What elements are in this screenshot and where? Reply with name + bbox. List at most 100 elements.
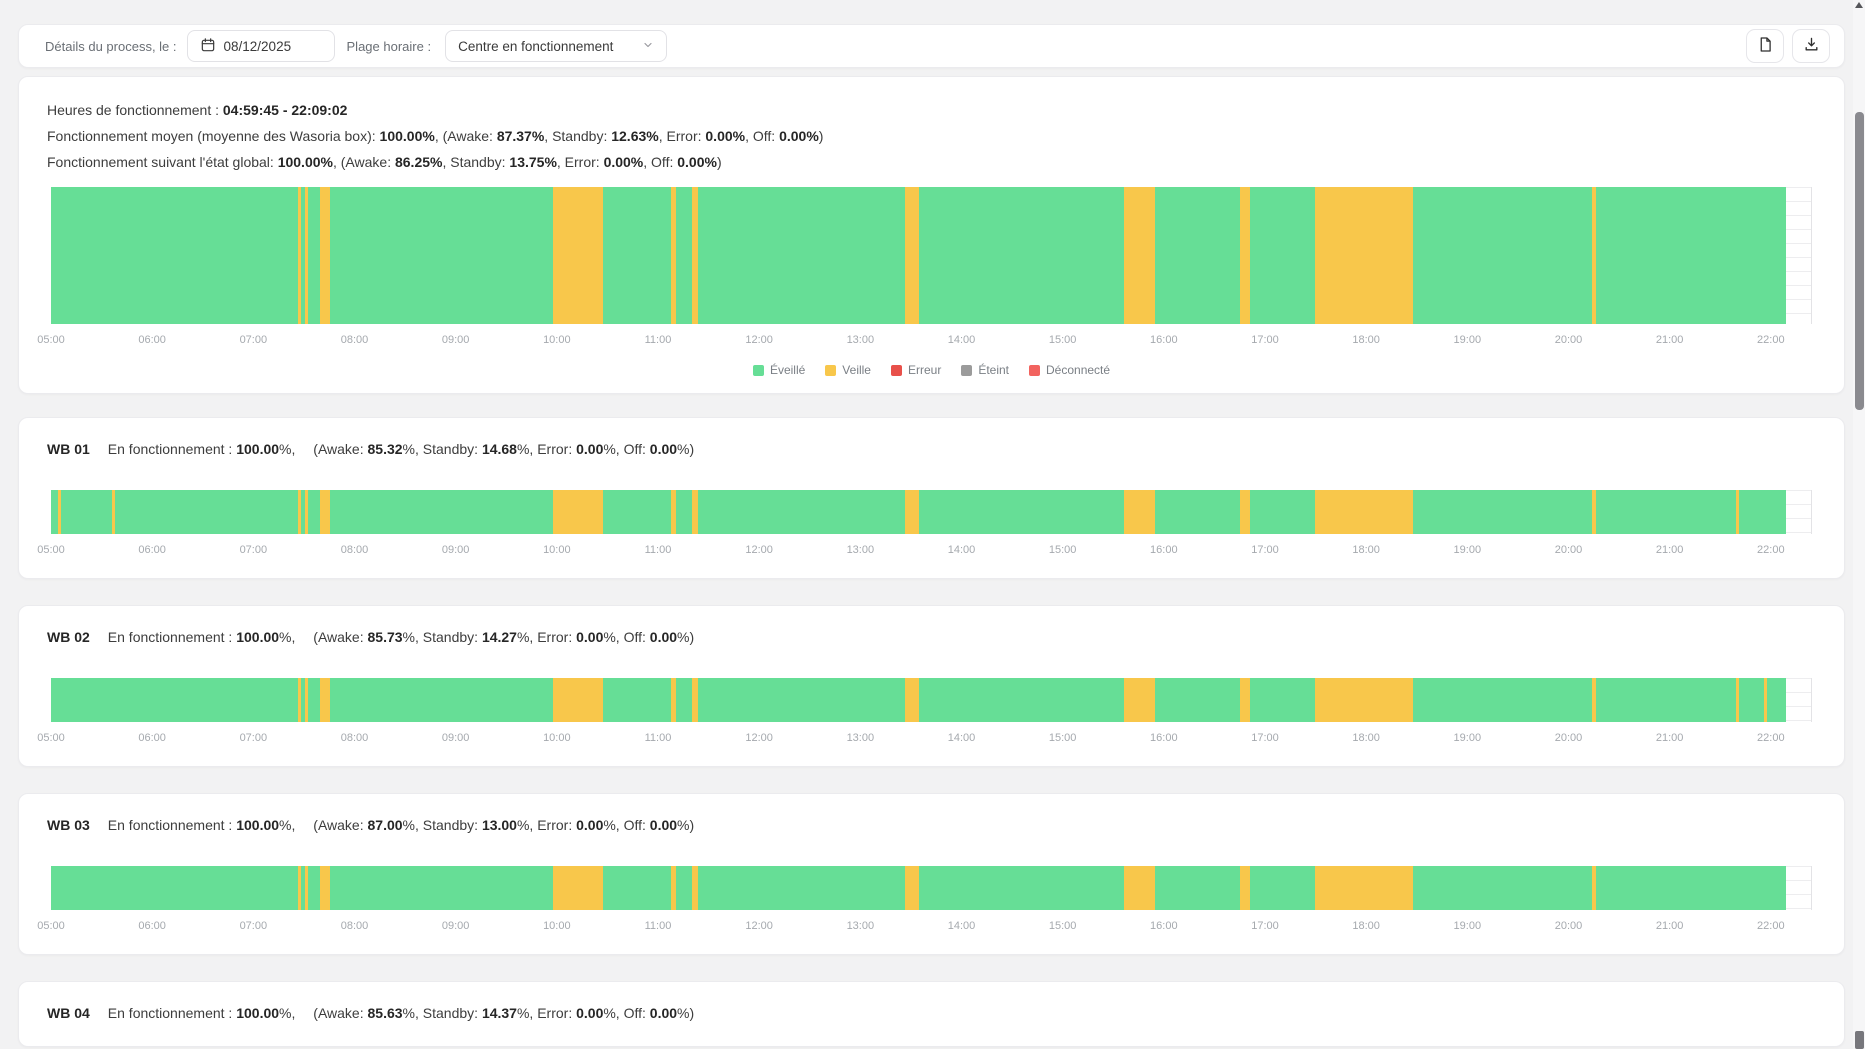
scrollbar-thumb[interactable]	[1855, 112, 1864, 410]
axis-tick-label: 22:00	[1757, 920, 1785, 932]
wb01-stats-line: En fonctionnement : 100.00%, (Awake: 85.…	[107, 441, 695, 457]
axis-tick-label: 18:00	[1352, 920, 1380, 932]
axis-tick-label: 09:00	[441, 920, 470, 932]
axis-tick-label: 10:00	[543, 334, 571, 346]
axis-tick-label: 07:00	[239, 334, 268, 346]
axis-tick-label: 16:00	[1150, 334, 1178, 346]
standby-segment	[58, 490, 62, 534]
axis-tick-label: 20:00	[1554, 544, 1583, 556]
standby-segment	[1736, 490, 1740, 534]
axis-tick-label: 09:00	[441, 544, 470, 556]
axis-tick-label: 15:00	[1048, 544, 1077, 556]
time-range-value: Centre en fonctionnement	[458, 38, 614, 54]
axis-tick-label: 07:00	[239, 544, 268, 556]
axis-tick-label: 13:00	[846, 544, 875, 556]
axis-tick-label: 20:00	[1554, 732, 1583, 744]
axis-tick-label: 14:00	[947, 732, 976, 744]
wb04-stats-line: En fonctionnement : 100.00%, (Awake: 85.…	[107, 1005, 695, 1021]
axis-tick-label: 20:00	[1554, 334, 1583, 346]
global-timeline-chart: 05:00 06:00 07:00 08:00 09:00 10:00 11:00 12:00…	[37, 187, 1812, 349]
axis-tick-label: 12:00	[745, 732, 773, 744]
time-range-select[interactable]: Centre en fonctionnement	[445, 30, 668, 62]
standby-segment	[671, 866, 677, 910]
legend-swatch	[961, 364, 973, 376]
standby-segment	[692, 490, 699, 534]
axis-tick-label: 08:00	[340, 920, 369, 932]
report-button[interactable]	[1746, 29, 1784, 63]
standby-segment	[320, 490, 331, 534]
axis-tick-label: 11:00	[644, 920, 672, 932]
standby-segment	[111, 490, 115, 534]
time-axis: 05:00 06:00 07:00 08:00 09:00 10:00 11:00 12:00…	[37, 728, 1786, 744]
axis-tick-label: 06:00	[138, 334, 166, 346]
legend-swatch	[1029, 364, 1041, 376]
download-button[interactable]	[1792, 29, 1830, 63]
axis-tick-label: 14:00	[947, 334, 976, 346]
standby-segment	[304, 490, 308, 534]
standby-segment	[904, 490, 919, 534]
standby-segment	[1314, 187, 1413, 324]
axis-tick-label: 08:00	[340, 732, 369, 744]
axis-tick-label: 06:00	[138, 732, 166, 744]
standby-segment	[904, 866, 919, 910]
axis-tick-label: 06:00	[138, 544, 166, 556]
axis-tick-label: 12:00	[745, 544, 773, 556]
standby-segment	[1736, 678, 1740, 722]
axis-tick-label: 11:00	[644, 334, 672, 346]
chevron-down-icon	[642, 39, 654, 54]
axis-tick-label: 20:00	[1554, 920, 1583, 932]
axis-tick-label: 05:00	[37, 920, 65, 932]
scrollbar-up-arrow[interactable]	[1855, 2, 1863, 8]
standby-segment	[671, 187, 677, 324]
wb02-panel: WB 02 En fonctionnement : 100.00%, (Awak…	[18, 605, 1845, 767]
axis-tick-label: 19:00	[1453, 544, 1482, 556]
axis-tick-label: 21:00	[1655, 732, 1684, 744]
standby-segment	[904, 678, 919, 722]
legend-item[interactable]: Éveillé	[752, 363, 805, 377]
standby-segment	[1239, 678, 1250, 722]
standby-segment	[1124, 490, 1155, 534]
axis-tick-label: 12:00	[745, 334, 773, 346]
scrollbar-thumb-bottom[interactable]	[1855, 1031, 1864, 1049]
timeline-bar[interactable]	[51, 490, 1786, 534]
timeline-bar[interactable]	[51, 187, 1786, 324]
wb02-stats-line: En fonctionnement : 100.00%, (Awake: 85.…	[107, 629, 695, 645]
standby-segment	[1124, 187, 1155, 324]
axis-tick-label: 09:00	[441, 334, 470, 346]
vertical-scrollbar[interactable]	[1853, 0, 1865, 1049]
timeline-bar[interactable]	[51, 678, 1786, 722]
legend-swatch	[890, 364, 902, 376]
global-summary-panel: Heures de fonctionnement : 04:59:45 - 22…	[18, 76, 1845, 394]
axis-tick-label: 07:00	[239, 732, 268, 744]
wb03-title: WB 03	[47, 817, 90, 833]
timeline-bar[interactable]	[51, 866, 1786, 910]
wb04-title: WB 04	[47, 1005, 90, 1021]
wb01-panel: WB 01 En fonctionnement : 100.00%, (Awak…	[18, 417, 1845, 579]
standby-segment	[552, 490, 604, 534]
legend-item[interactable]: Veille	[825, 363, 871, 377]
wb02-timeline-chart: 05:00 06:00 07:00 08:00 09:00 10:00 11:00 12:00…	[37, 678, 1812, 744]
standby-segment	[1763, 678, 1767, 722]
time-axis: 05:00 06:00 07:00 08:00 09:00 10:00 11:00 12:00…	[37, 330, 1786, 346]
standby-segment	[671, 490, 677, 534]
axis-tick-label: 10:00	[543, 544, 571, 556]
legend-item[interactable]: Éteint	[961, 363, 1009, 377]
standby-segment	[671, 678, 677, 722]
axis-tick-label: 21:00	[1655, 334, 1684, 346]
axis-tick-label: 19:00	[1453, 334, 1482, 346]
axis-tick-label: 08:00	[340, 334, 369, 346]
date-picker[interactable]: 08/12/2025	[186, 30, 335, 62]
global-state-line: Fonctionnement suivant l'état global: 10…	[47, 154, 722, 170]
legend-item[interactable]: Erreur	[890, 363, 942, 377]
axis-tick-label: 17:00	[1251, 544, 1279, 556]
calendar-icon	[200, 37, 216, 56]
legend-item[interactable]: Déconnecté	[1029, 363, 1110, 377]
legend-label: Erreur	[907, 363, 942, 377]
axis-tick-label: 12:00	[745, 920, 773, 932]
chart-grid-stub	[1786, 490, 1812, 534]
standby-segment	[1314, 490, 1413, 534]
axis-tick-label: 16:00	[1150, 920, 1178, 932]
axis-tick-label: 17:00	[1251, 334, 1279, 346]
axis-tick-label: 09:00	[441, 732, 470, 744]
chart-legend: Éveillé Veille Erreur Éteint Déconnecté	[47, 363, 1816, 377]
